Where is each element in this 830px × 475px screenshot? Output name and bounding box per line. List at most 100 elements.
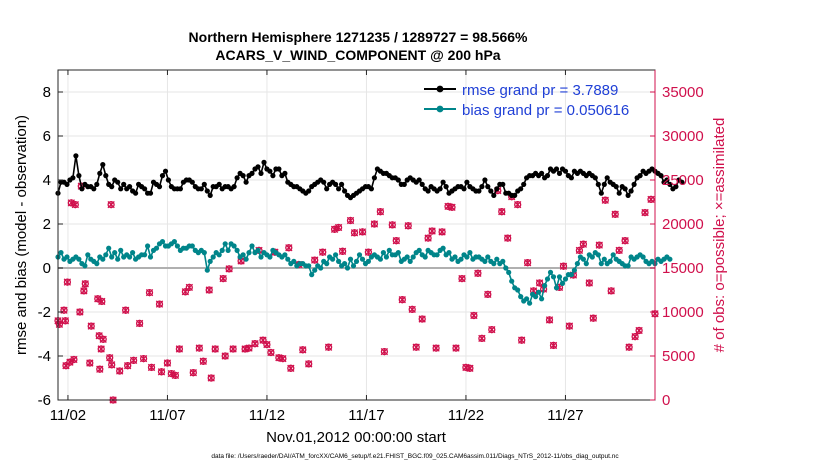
bias-point — [76, 256, 82, 262]
bias-point — [225, 247, 231, 253]
right-tick-label-2: 10000 — [662, 304, 704, 321]
rmse-point — [336, 186, 342, 192]
obs-marker — [263, 340, 271, 349]
bias-point — [547, 269, 554, 275]
rmse-point — [127, 184, 133, 190]
x-tick-label-5: 11/27 — [547, 407, 583, 424]
bias-point — [291, 258, 297, 264]
obs-marker — [338, 247, 347, 255]
obs-marker — [358, 228, 367, 236]
bias-point — [410, 254, 416, 260]
obs-marker — [175, 345, 184, 353]
obs-marker — [135, 319, 144, 328]
bias-point — [377, 256, 383, 262]
bias-point — [539, 296, 545, 302]
bias-point — [100, 256, 106, 262]
chart-title-line2: ACARS_V_WIND_COMPONENT @ 200 hPa — [215, 47, 500, 63]
right-tick-label-0: 0 — [662, 392, 670, 409]
bias-point — [434, 252, 440, 258]
obs-marker — [635, 326, 643, 335]
bias-point — [440, 245, 446, 251]
rmse-point — [395, 177, 401, 183]
rmse-point — [70, 175, 76, 181]
rmse-point — [625, 192, 631, 198]
bias-point — [458, 256, 464, 262]
rmse-point — [207, 192, 213, 198]
obs-marker — [229, 345, 237, 353]
bias-point — [494, 256, 500, 262]
rmse-point — [518, 186, 524, 192]
bias-point — [589, 254, 595, 260]
rmse-point — [416, 177, 422, 183]
obs-marker — [452, 344, 460, 352]
bias-point — [580, 256, 587, 262]
rmse-point — [631, 181, 637, 187]
rmse-point — [595, 181, 601, 187]
rmse-point — [562, 168, 569, 174]
rmse-point — [664, 177, 670, 183]
obs-marker — [448, 203, 456, 211]
bias-point — [85, 252, 91, 258]
rmse-point — [544, 173, 551, 179]
rmse-point — [443, 184, 449, 190]
obs-marker — [185, 283, 193, 292]
bias-point — [336, 258, 342, 264]
bias-point — [556, 274, 563, 280]
obs-marker — [207, 374, 215, 382]
obs-marker — [81, 280, 89, 288]
obs-marker — [545, 316, 554, 324]
bias-point — [533, 294, 539, 300]
obs-marker — [94, 295, 102, 303]
obs-marker — [107, 200, 115, 209]
obs-marker — [80, 287, 88, 295]
bias-point — [356, 252, 363, 258]
obs-marker — [324, 343, 333, 351]
obs-marker — [67, 199, 75, 207]
bias-point — [452, 254, 458, 260]
obs-marker — [195, 344, 203, 352]
rmse-point — [73, 153, 79, 159]
obs-marker — [549, 341, 558, 350]
obs-marker — [488, 325, 496, 334]
rmse-point — [491, 192, 497, 198]
obs-marker — [380, 347, 389, 356]
rmse-point — [553, 166, 560, 172]
bias-point — [127, 254, 133, 260]
bias-point — [222, 241, 228, 247]
obs-marker — [404, 222, 412, 230]
rmse-point — [261, 159, 267, 165]
bias-point — [482, 258, 488, 264]
rmse-point — [64, 181, 70, 187]
rmse-point — [159, 173, 166, 179]
bias-point — [407, 258, 413, 264]
obs-marker — [129, 356, 138, 365]
obs-marker — [211, 345, 219, 353]
obs-marker — [55, 320, 64, 328]
obs-marker — [388, 221, 396, 229]
obs-marker — [615, 246, 623, 255]
obs-marker — [392, 237, 400, 245]
bias-point — [509, 278, 515, 284]
rmse-point — [324, 186, 330, 192]
rmse-point — [142, 186, 148, 192]
bias-point — [153, 245, 160, 251]
rmse-point — [482, 177, 488, 183]
bias-point — [103, 252, 109, 258]
chart-title-line1: Northern Hemisphere 1271235 / 1289727 = … — [189, 29, 528, 45]
bias-point — [318, 265, 324, 271]
bias-point — [309, 272, 315, 278]
rmse-point — [673, 184, 679, 190]
left-tick-label-1: -4 — [38, 348, 51, 365]
bias-point — [601, 256, 607, 262]
obs-marker — [334, 223, 343, 232]
obs-marker — [87, 322, 95, 330]
rmse-point — [189, 179, 195, 185]
x-tick-label-3: 11/17 — [348, 407, 384, 424]
bias-point — [267, 254, 273, 260]
rmse-point — [100, 162, 106, 168]
bias-point — [145, 243, 151, 249]
rmse-point — [97, 170, 103, 176]
obs-marker — [108, 361, 116, 369]
obs-marker — [346, 216, 355, 225]
rmse-point — [76, 173, 82, 179]
